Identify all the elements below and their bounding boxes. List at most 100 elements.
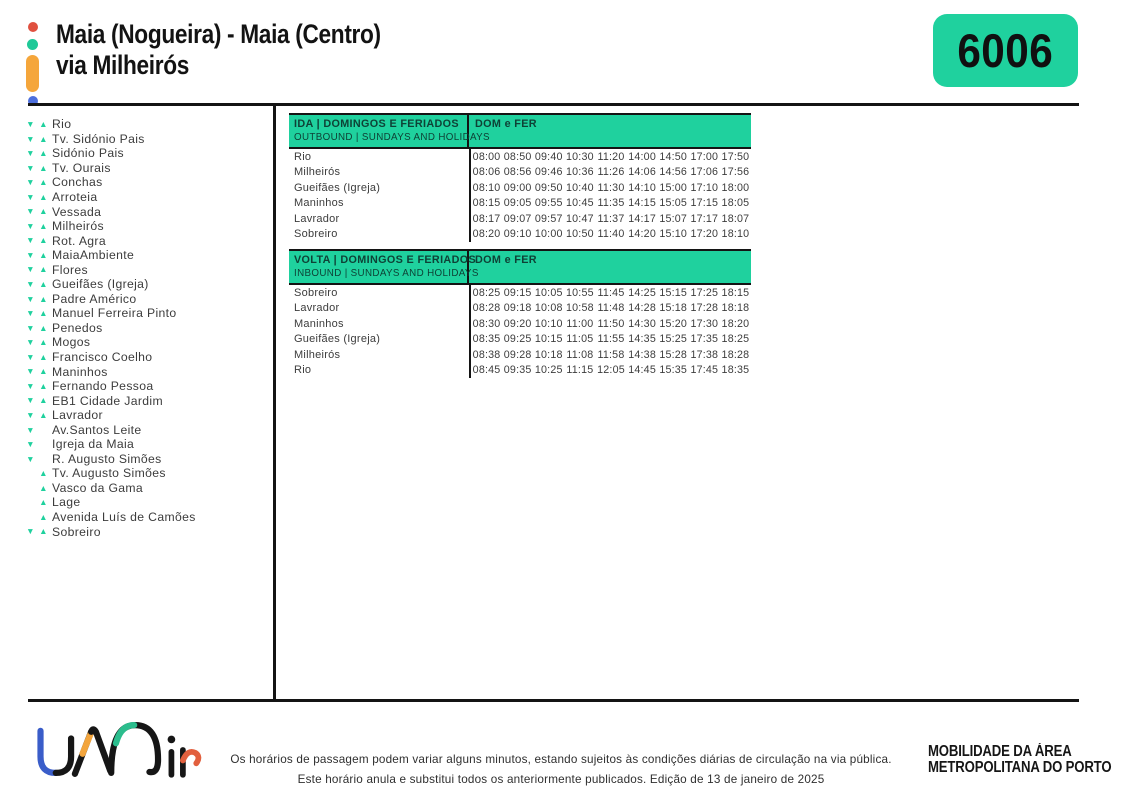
stop-label: Sidónio Pais bbox=[52, 146, 124, 161]
time-cell: 17:10 bbox=[690, 181, 719, 194]
time-cell: 14:35 bbox=[628, 333, 656, 346]
stop-label: Arroteia bbox=[52, 190, 98, 204]
inbound-direction-icon: ▲ bbox=[39, 468, 48, 479]
time-cell: 17:25 bbox=[690, 286, 719, 299]
time-cell: 18:00 bbox=[721, 181, 750, 194]
time-cell: 10:18 bbox=[534, 348, 563, 361]
timetable-row: Sobreiro 08:20 09:10 10:00 10:50 11:40 14:20 1… bbox=[289, 226, 751, 242]
stop-list-item: ▼ ▲ Conchas bbox=[24, 175, 196, 190]
outbound-direction-icon: ▼ bbox=[26, 279, 35, 290]
inbound-direction-icon: ▲ bbox=[39, 308, 48, 319]
time-cell: 10:55 bbox=[566, 286, 594, 299]
time-cell: 14:25 bbox=[628, 286, 656, 299]
timetable-row: Rio 08:00 08:50 09:40 10:30 11:20 14:00 14:50 1… bbox=[289, 149, 751, 165]
inbound-direction-icon: ▲ bbox=[39, 162, 48, 173]
time-cell: 17:28 bbox=[690, 302, 719, 315]
footer-note-1: Os horários de passagem podem variar alg… bbox=[230, 753, 892, 766]
timetable-row: Lavrador 08:28 09:18 10:08 10:58 11:48 14:28 1… bbox=[289, 300, 751, 316]
time-cell: 09:57 bbox=[534, 212, 563, 225]
logo-dot-blue-icon bbox=[28, 96, 38, 106]
outbound-direction-icon: ▼ bbox=[26, 119, 35, 130]
time-cell: 10:30 bbox=[566, 150, 594, 163]
time-cell: 14:28 bbox=[628, 302, 656, 315]
time-cell: 15:35 bbox=[659, 364, 688, 377]
inbound-direction-icon: ▲ bbox=[39, 366, 48, 377]
time-cell: 17:15 bbox=[690, 197, 719, 210]
timetable-stop-name: Milheirós bbox=[294, 166, 341, 179]
stop-list-item: ▼ ▲ Gueifães (Igreja) bbox=[24, 277, 196, 292]
unir-logo bbox=[30, 710, 202, 793]
header-divider-line bbox=[28, 103, 1079, 106]
inbound-direction-icon: ▲ bbox=[39, 497, 48, 508]
time-cell: 11:30 bbox=[597, 181, 625, 194]
time-cell: 11:20 bbox=[597, 150, 625, 163]
outbound-direction-icon: ▼ bbox=[26, 439, 35, 450]
time-cell: 11:40 bbox=[597, 228, 625, 241]
time-cell: 10:45 bbox=[566, 197, 594, 210]
inbound-direction-icon: ▲ bbox=[39, 191, 48, 202]
time-cell: 15:25 bbox=[659, 333, 688, 346]
time-cell: 10:36 bbox=[566, 166, 594, 179]
time-cell: 14:17 bbox=[628, 212, 656, 225]
stop-label: Conchas bbox=[52, 175, 103, 190]
inbound-direction-icon: ▲ bbox=[39, 409, 48, 420]
outbound-direction-icon: ▼ bbox=[26, 249, 35, 260]
outbound-direction-icon: ▼ bbox=[26, 162, 35, 173]
time-cell: 10:47 bbox=[566, 212, 594, 225]
outbound-direction-icon: ▼ bbox=[26, 424, 35, 435]
stop-label: Lage bbox=[52, 495, 81, 510]
stop-label: Gueifães (Igreja) bbox=[52, 277, 149, 292]
logo-bar-orange-icon bbox=[26, 55, 39, 92]
timetable-body: Sobreiro 08:25 09:15 10:05 10:55 11:45 14:25 1… bbox=[289, 285, 751, 378]
timetable-times: 08:45 09:35 10:25 11:15 12:05 14:45 15:35 17:45… bbox=[469, 362, 751, 378]
stop-list-item: ▼ ▲ Sobreiro bbox=[24, 524, 196, 539]
timetable-times: 08:17 09:07 09:57 10:47 11:37 14:17 15:07 17:17… bbox=[469, 211, 751, 227]
time-cell: 18:25 bbox=[721, 333, 750, 346]
inbound-direction-icon: ▲ bbox=[39, 148, 48, 159]
stop-list-item: ▼ ▲ Mogos bbox=[24, 335, 196, 350]
time-cell: 15:18 bbox=[659, 302, 688, 315]
time-cell: 08:38 bbox=[472, 348, 501, 361]
outbound-direction-icon: ▼ bbox=[26, 453, 35, 464]
timetable-direction-cell: VOLTA | DOMINGOS E FERIADOS INBOUND | SU… bbox=[289, 251, 479, 283]
stop-list-item: ▼ ▲ Rio bbox=[24, 117, 196, 132]
timetable-title-en: INBOUND | SUNDAYS AND HOLIDAYS bbox=[294, 268, 479, 279]
page-title: Maia (Nogueira) - Maia (Centro) via Milh… bbox=[56, 19, 381, 80]
timetable-row: Milheirós 08:06 08:56 09:46 10:36 11:26 14:06… bbox=[289, 164, 751, 180]
time-cell: 08:35 bbox=[472, 333, 501, 346]
time-cell: 15:10 bbox=[659, 228, 688, 241]
inbound-direction-icon: ▲ bbox=[39, 337, 48, 348]
inbound-direction-icon: ▲ bbox=[39, 482, 48, 493]
stop-list-item: ▼ ▲ MaiaAmbiente bbox=[24, 248, 196, 263]
timetable-stop-name: Lavrador bbox=[294, 212, 340, 225]
stop-label: Maninhos bbox=[52, 364, 108, 379]
stop-label: Lavrador bbox=[52, 408, 103, 423]
time-cell: 09:35 bbox=[503, 364, 532, 377]
stop-list-item: ▲ Vasco da Gama bbox=[24, 481, 196, 496]
stop-label: Manuel Ferreira Pinto bbox=[52, 306, 177, 321]
time-cell: 14:45 bbox=[628, 364, 656, 377]
time-cell: 17:56 bbox=[721, 166, 750, 179]
stop-label: Sobreiro bbox=[52, 524, 101, 539]
timetable-stop-name: Sobreiro bbox=[294, 286, 338, 299]
time-cell: 14:06 bbox=[628, 166, 656, 179]
timetable-stop-name: Milheirós bbox=[294, 348, 341, 361]
inbound-direction-icon: ▲ bbox=[39, 380, 48, 391]
inbound-direction-icon: ▲ bbox=[39, 249, 48, 260]
time-cell: 18:10 bbox=[721, 228, 750, 241]
time-cell: 10:08 bbox=[534, 302, 563, 315]
timetable-times: 08:00 08:50 09:40 10:30 11:20 14:00 14:50 17:00… bbox=[469, 149, 751, 165]
stop-label: Mogos bbox=[52, 335, 91, 350]
stops-list: ▼ ▲ Rio ▼ ▲ Tv. Sidónio Pais ▼ ▲ Sidónio… bbox=[24, 117, 196, 539]
time-cell: 09:20 bbox=[503, 317, 532, 330]
timetable: IDA | DOMINGOS E FERIADOS OUTBOUND | SUN… bbox=[289, 113, 751, 242]
column-divider-line bbox=[273, 103, 276, 702]
stop-list-item: ▼ ▲ Fernando Pessoa bbox=[24, 379, 196, 394]
time-cell: 11:55 bbox=[597, 333, 625, 346]
timetable-times: 08:20 09:10 10:00 10:50 11:40 14:20 15:10 17:20… bbox=[469, 226, 751, 242]
outbound-direction-icon: ▼ bbox=[26, 308, 35, 319]
outbound-direction-icon: ▼ bbox=[26, 337, 35, 348]
outbound-direction-icon: ▼ bbox=[26, 366, 35, 377]
timetable-period: DOM e FER bbox=[475, 254, 537, 266]
stop-list-item: ▲ Lage bbox=[24, 495, 196, 510]
